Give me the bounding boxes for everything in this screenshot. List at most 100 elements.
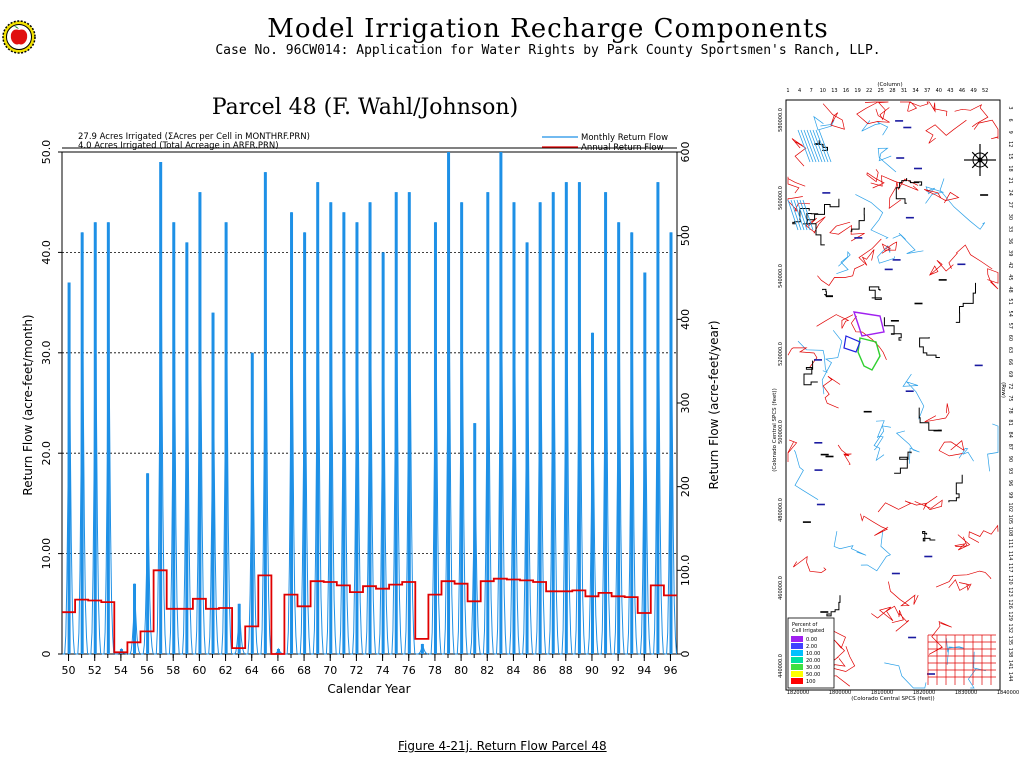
monthly-series	[62, 151, 677, 655]
map-y-tick-label-1: 560000.0	[778, 186, 784, 210]
map-row-tick-label-41: 126	[1007, 599, 1013, 609]
x-tick-label-10: 70	[323, 664, 337, 677]
map-x-tick-label-4: 1830000	[955, 690, 977, 696]
map-y-tick-label-2: 540000.0	[778, 264, 784, 288]
map-row-tick-label-37: 114	[1007, 551, 1013, 561]
map-col-tick-label-4: 13	[831, 88, 837, 94]
legend-annual-label: Annual Return Flow	[581, 143, 664, 153]
map-y-tick-label-0: 580000.0	[778, 108, 784, 132]
y2-tick-label-6: 600	[679, 142, 692, 163]
x-tick-label-11: 72	[349, 664, 363, 677]
map-col-tick-label-15: 46	[959, 88, 965, 94]
map-column-label: (Column)	[877, 82, 902, 88]
x-tick-label-7: 64	[245, 664, 259, 677]
x-tick-label-6: 62	[219, 664, 233, 677]
map-row-tick-label-34: 105	[1007, 515, 1013, 525]
map-row-tick-label-29: 90	[1007, 456, 1013, 462]
map-y-tick-label-7: 440000.0	[778, 654, 784, 678]
map-legend-label-2: 10.00	[806, 651, 820, 657]
x-tick-label-5: 60	[192, 664, 206, 677]
map-legend-label-3: 20.00	[806, 658, 820, 664]
map-row-tick-label-2: 9	[1007, 131, 1013, 134]
map-row-tick-label-35: 108	[1007, 527, 1013, 537]
map-row-ticks: 3691215182124273033363942454851545760636…	[1007, 106, 1013, 681]
map-legend-title-0: Percent of	[792, 622, 817, 628]
map-row-tick-label-43: 132	[1007, 624, 1013, 634]
y2-tick-label-3: 300	[679, 393, 692, 414]
map-row-tick-label-33: 102	[1007, 503, 1013, 513]
map-legend-label-4: 30.00	[806, 665, 820, 671]
y2-tick-label-4: 400	[679, 309, 692, 330]
map-row-tick-label-46: 141	[1007, 660, 1013, 670]
map-row-tick-label-38: 117	[1007, 563, 1013, 573]
map-legend-swatch-6	[791, 678, 803, 684]
map-col-tick-label-7: 22	[866, 88, 872, 94]
x-tick-label-21: 92	[611, 664, 625, 677]
map-row-tick-label-26: 81	[1007, 419, 1013, 425]
map-x-tick-label-1: 1800000	[829, 690, 851, 696]
map-col-tick-label-0: 1	[786, 88, 789, 94]
map-col-tick-label-16: 49	[970, 88, 976, 94]
map-row-tick-label-7: 24	[1007, 190, 1013, 196]
map-row-tick-label-25: 78	[1007, 407, 1013, 413]
x-tick-label-18: 86	[533, 664, 547, 677]
map-col-tick-label-6: 19	[854, 88, 860, 94]
note-line-2: 4.0 Acres Irrigated (Total Acreage in AR…	[78, 141, 279, 151]
map-y-tick-label-4: 500000.0	[778, 420, 784, 444]
x-tick-label-20: 90	[585, 664, 599, 677]
map-row-tick-label-17: 54	[1007, 311, 1013, 317]
map-frame	[785, 99, 1001, 691]
y2-tick-label-5: 500	[679, 225, 692, 246]
parcel-location-map: (Column) 1 4 7 10 13 16 19 22 25 28 31 34 37 40 43 46 49…	[772, 82, 1019, 702]
map-row-tick-label-30: 93	[1007, 468, 1013, 474]
map-y-tick-label-5: 480000.0	[778, 498, 784, 522]
map-row-tick-label-15: 48	[1007, 286, 1013, 292]
x-tick-label-17: 84	[506, 664, 520, 677]
map-x-axis-label: (Colorado Central SPCS (feet))	[851, 696, 934, 702]
x-tick-label-0: 50	[62, 664, 76, 677]
y-tick-label-3: 30.0	[40, 341, 53, 366]
map-legend-swatch-3	[791, 657, 803, 663]
x-tick-label-16: 82	[480, 664, 494, 677]
map-row-tick-label-18: 57	[1007, 323, 1013, 329]
map-row-tick-label-16: 51	[1007, 298, 1013, 304]
map-x-tick-label-2: 1810000	[871, 690, 893, 696]
map-col-tick-label-3: 10	[820, 88, 826, 94]
x-tick-label-15: 80	[454, 664, 468, 677]
map-row-tick-label-32: 99	[1007, 492, 1013, 498]
map-row-label: (Row)	[1000, 382, 1006, 398]
y-axis-label: Return Flow (acre-feet/month)	[21, 314, 35, 495]
map-row-tick-label-24: 75	[1007, 395, 1013, 401]
map-col-tick-label-14: 43	[947, 88, 953, 94]
apple-logo	[2, 20, 36, 54]
x-tick-label-23: 96	[663, 664, 677, 677]
y-tick-label-5: 50.0	[40, 140, 53, 165]
x-tick-label-2: 54	[114, 664, 128, 677]
map-row-tick-label-28: 87	[1007, 444, 1013, 450]
map-legend-title-1: Cell Irrigated	[792, 628, 824, 634]
map-y-tick-label-3: 520000.0	[778, 342, 784, 366]
map-row-tick-label-6: 21	[1007, 177, 1013, 183]
map-row-tick-label-45: 138	[1007, 648, 1013, 658]
map-legend-swatch-1	[791, 643, 803, 649]
north-arrow-icon	[964, 144, 996, 176]
map-legend-label-1: 2.00	[806, 644, 817, 650]
map-row-tick-label-4: 15	[1007, 153, 1013, 159]
chart-title: Parcel 48 (F. Wahl/Johnson)	[212, 95, 518, 120]
page-title: Model Irrigation Recharge Components	[267, 14, 829, 44]
map-row-tick-label-14: 45	[1007, 274, 1013, 280]
map-row-tick-label-21: 66	[1007, 359, 1013, 365]
x-tick-label-12: 74	[376, 664, 390, 677]
figure-caption: Figure 4-21j. Return Flow Parcel 48	[398, 739, 607, 753]
y-tick-label-1: 10.00	[40, 538, 53, 570]
map-col-tick-label-5: 16	[843, 88, 849, 94]
map-row-tick-label-3: 12	[1007, 141, 1013, 147]
y-tick-label-4: 40.0	[40, 240, 53, 265]
map-column-ticks: 1 4 7 10 13 16 19 22 25 28 31 34 37 40 43 46 49 52	[786, 88, 988, 94]
map-row-tick-label-20: 63	[1007, 347, 1013, 353]
map-row-tick-label-5: 18	[1007, 165, 1013, 171]
map-row-tick-label-42: 129	[1007, 611, 1013, 621]
x-tick-label-8: 66	[271, 664, 285, 677]
map-col-tick-label-2: 7	[810, 88, 813, 94]
map-row-tick-label-10: 33	[1007, 226, 1013, 232]
